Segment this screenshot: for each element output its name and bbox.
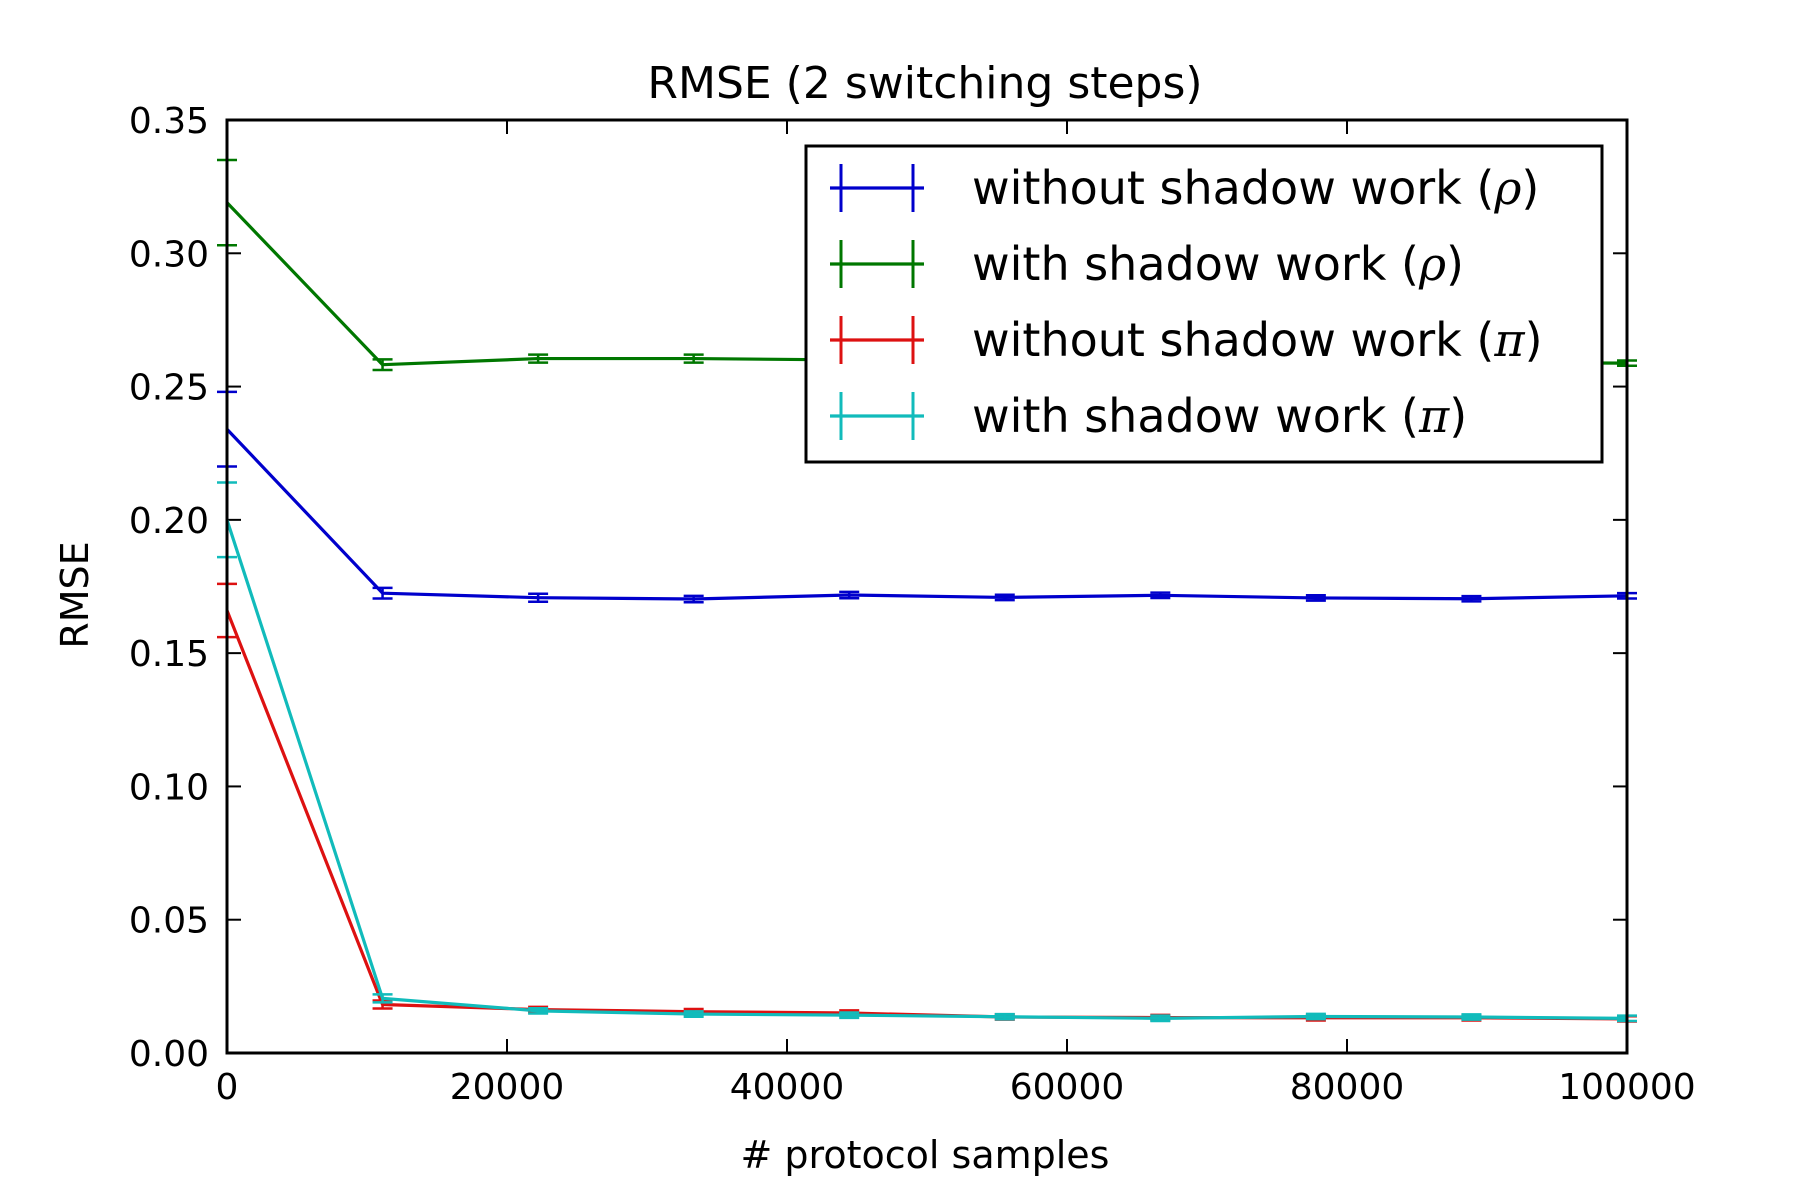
data-point-errorbar <box>994 1012 1015 1021</box>
legend-swatch <box>830 392 924 440</box>
data-point-errorbar <box>683 594 704 604</box>
x-axis-label: # protocol samples <box>741 1133 1110 1177</box>
data-point-errorbar <box>683 1010 704 1018</box>
data-point-errorbar <box>1461 1013 1482 1021</box>
data-point-errorbar <box>994 593 1015 602</box>
y-axis-label: RMSE <box>53 541 97 648</box>
legend-swatch <box>830 316 924 364</box>
y-tick-label: 0.00 <box>129 1034 209 1075</box>
data-point-errorbar <box>372 993 393 1004</box>
chart-title: RMSE (2 switching steps) <box>647 58 1202 109</box>
y-tick-label: 0.35 <box>129 101 209 142</box>
data-point-errorbar <box>1305 1012 1326 1021</box>
x-tick-label: 20000 <box>450 1067 565 1108</box>
legend-swatch <box>830 164 924 212</box>
data-point-errorbar <box>528 1006 549 1015</box>
x-tick-label: 40000 <box>730 1067 845 1108</box>
legend-label: without shadow work (π) <box>972 313 1543 367</box>
axis-ticks: 0 20000 40000 60000 80000 100000 0.00 0.05 0.10 0… <box>129 101 1696 1108</box>
legend: without shadow work (ρ) with shadow work … <box>804 144 1604 464</box>
legend-box <box>804 144 1604 464</box>
data-point-errorbar <box>372 358 393 372</box>
data-point-errorbar <box>1461 594 1482 603</box>
y-tick-label: 0.25 <box>129 368 209 409</box>
x-tick-label: 0 <box>216 1067 239 1108</box>
data-point-errorbar <box>1150 1014 1171 1023</box>
legend-label: without shadow work (ρ) <box>972 161 1539 215</box>
series-line <box>225 428 1628 601</box>
legend-label: with shadow work (π) <box>972 389 1467 443</box>
y-tick-label: 0.15 <box>129 634 209 675</box>
x-tick-label: 60000 <box>1010 1067 1125 1108</box>
data-point-errorbar <box>1305 594 1326 602</box>
data-point-errorbar <box>839 1011 860 1020</box>
x-tick-label: 80000 <box>1290 1067 1405 1108</box>
data-point-errorbar <box>839 590 860 600</box>
legend-swatch <box>830 240 924 288</box>
data-point-errorbar <box>683 353 704 364</box>
series-line <box>225 519 1628 1020</box>
y-tick-label: 0.10 <box>129 767 209 808</box>
legend-label: with shadow work (ρ) <box>972 237 1464 291</box>
data-point-errorbar <box>372 586 393 600</box>
data-point-errorbar <box>528 353 549 364</box>
data-point-errorbar <box>528 592 549 603</box>
y-tick-label: 0.30 <box>129 234 209 275</box>
series-1 <box>217 390 1637 604</box>
series-4 <box>217 481 1637 1023</box>
y-tick-label: 0.20 <box>129 501 209 542</box>
plot-area-frame <box>225 118 1629 1055</box>
x-tick-label: 100000 <box>1558 1067 1695 1108</box>
y-tick-label: 0.05 <box>129 901 209 942</box>
data-point-errorbar <box>1150 591 1171 600</box>
